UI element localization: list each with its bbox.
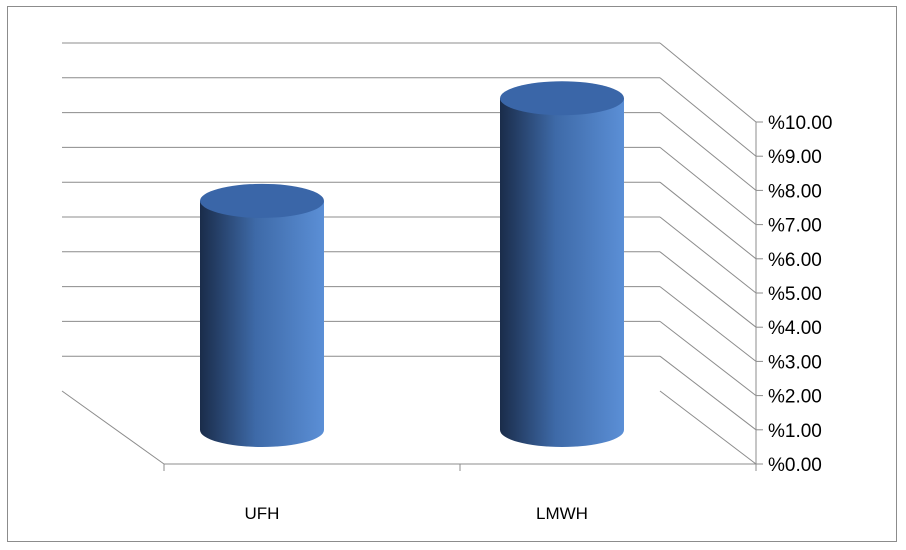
bars [200,81,624,447]
bar-lmwh [500,81,624,447]
y-tick-label: %7.00 [768,216,822,237]
y-tick-label: %5.00 [768,284,822,305]
y-tick-label: %0.00 [768,455,822,476]
gridline-side [659,112,757,191]
y-tick-label: %8.00 [768,181,822,202]
y-tick-label: %1.00 [768,421,822,442]
gridline-side [659,321,757,396]
y-tick-label: %9.00 [768,147,822,168]
floor-left-edge [61,390,165,465]
y-tick-label: %3.00 [768,352,822,373]
bar-top [500,81,624,116]
bar-body [500,98,624,447]
gridline-side [659,77,757,157]
category-labels: UFH LMWH [245,504,588,523]
gridlines [61,42,757,465]
gridline-side [659,251,757,328]
y-tick-label: %2.00 [768,387,822,408]
gridline-side [659,181,757,260]
chart-plot: %0.00 %1.00 %2.00 %3.00 %4.00 %5.00 %6.00 %7.00… [61,42,832,523]
y-axis: %0.00 %1.00 %2.00 %3.00 %4.00 %5.00 %6.00 %7.00… [163,113,832,476]
bar-top [200,183,324,218]
gridline-side [659,355,757,431]
category-label: LMWH [536,504,588,523]
gridline-side [659,286,757,362]
bar-ufh [200,183,324,447]
floor-right-edge [659,390,757,465]
chart-frame: %0.00 %1.00 %2.00 %3.00 %4.00 %5.00 %6.00 %7.00… [7,6,897,542]
gridline-side [659,216,757,294]
y-tick-label: %10.00 [768,113,832,134]
category-label: UFH [245,504,280,523]
bar-body [200,200,324,447]
gridline-side [659,42,757,123]
gridline-side [659,147,757,225]
y-tick-label: %4.00 [768,318,822,339]
y-tick-label: %6.00 [768,250,822,271]
